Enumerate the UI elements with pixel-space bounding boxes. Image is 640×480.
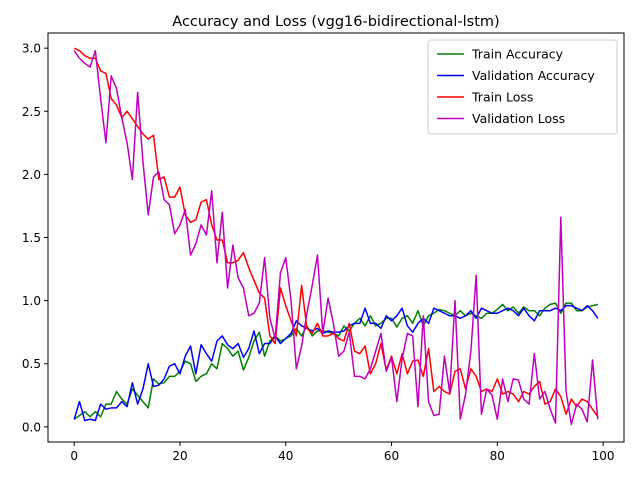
y-tick-label: 0.5: [22, 357, 41, 371]
y-tick-label: 0.0: [22, 420, 41, 434]
series-line-validation-loss: [73, 49, 599, 426]
y-tick-label: 2.0: [22, 168, 41, 182]
x-tick-label: 80: [490, 449, 505, 463]
x-tick-label: 60: [384, 449, 399, 463]
y-tick-label: 2.5: [22, 105, 41, 119]
chart-title: Accuracy and Loss (vgg16-bidirectional-l…: [172, 14, 499, 30]
legend-label-validation-loss: Validation Loss: [472, 111, 565, 126]
series-layer: [73, 47, 599, 426]
legend: Train Accuracy Validation Accuracy Train L…: [427, 39, 618, 135]
y-tick-label: 3.0: [22, 42, 41, 56]
legend-box: [427, 39, 618, 135]
x-tick-label: 20: [172, 449, 187, 463]
y-tick-label: 1.0: [22, 294, 41, 308]
legend-label-train-loss: Train Loss: [471, 90, 533, 105]
x-tick-label: 100: [592, 449, 615, 463]
y-tick-label: 1.5: [22, 231, 41, 245]
x-tick-label: 40: [278, 449, 293, 463]
legend-label-train-accuracy: Train Accuracy: [471, 47, 564, 62]
x-tick-label: 0: [70, 449, 78, 463]
legend-label-validation-accuracy: Validation Accuracy: [472, 68, 595, 83]
series-line-validation-accuracy: [73, 304, 599, 422]
axes-layer: 0 20 40 60 80 100 0.0 0.5 1.0 1.5 2.0 2.5 3.0: [22, 42, 615, 463]
axes-frame: [47, 32, 625, 443]
